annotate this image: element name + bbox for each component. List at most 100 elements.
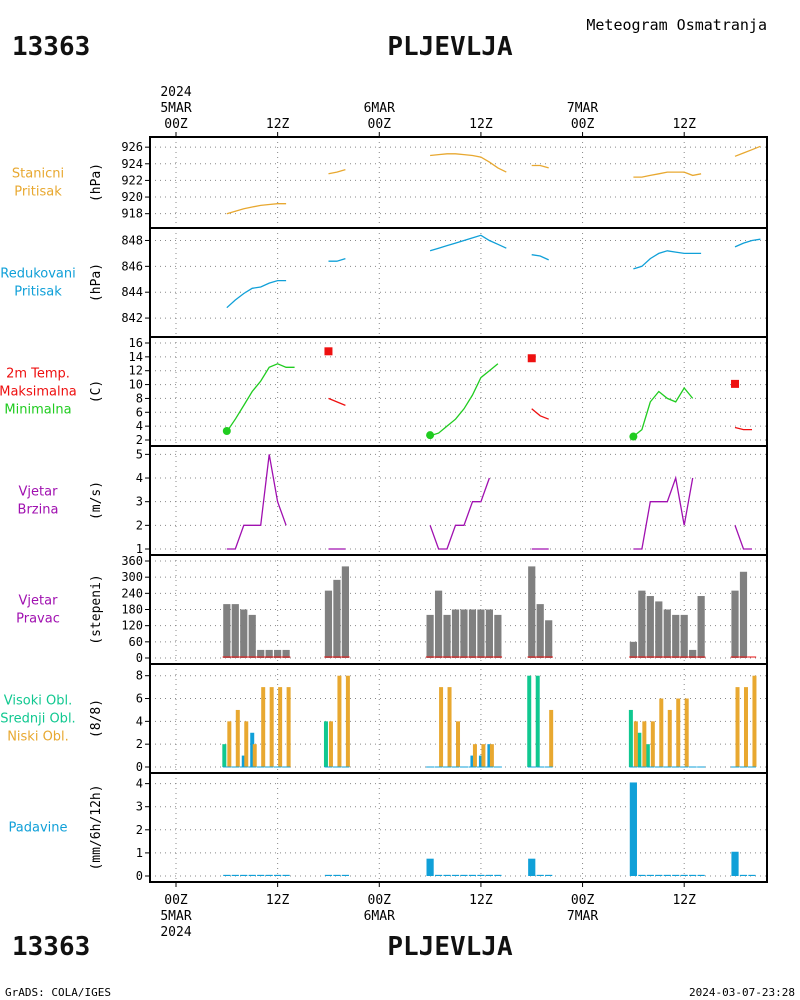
max-temp-marker: [324, 347, 333, 356]
cloud-bar: [323, 721, 328, 767]
cloud-bar: [261, 687, 266, 767]
data-bar: [638, 874, 646, 876]
data-bar: [468, 874, 477, 876]
bottom-time-label: 5MAR: [160, 909, 191, 924]
cloud-bar: [470, 755, 475, 767]
data-bar: [274, 874, 282, 876]
series-line: [734, 238, 761, 248]
cloud-bar: [447, 687, 452, 767]
cloud-bar: [286, 687, 291, 767]
y-tick-label: 4: [136, 471, 143, 485]
y-tick-label: 8: [136, 391, 143, 405]
unit-label: (hPa): [89, 263, 104, 302]
data-bar: [485, 609, 493, 658]
cloud-bar: [535, 675, 540, 767]
cloud-bar: [527, 675, 532, 767]
y-tick-label: 4: [136, 714, 143, 728]
cloud-bar: [735, 687, 740, 767]
bottom-time-label: 12Z: [672, 893, 696, 908]
data-bar: [655, 874, 663, 876]
series-line: [531, 164, 549, 169]
data-bar: [638, 590, 646, 658]
variable-label: Maksimalna: [0, 385, 77, 400]
data-bar: [528, 858, 536, 876]
cloud-bar: [328, 721, 333, 767]
data-bar: [536, 874, 544, 876]
data-bar: [655, 601, 663, 658]
series-line: [531, 408, 549, 420]
unit-label: (C): [89, 380, 104, 403]
panel-pressure_station: 918 920 922 924 926 (hPa) Stanicni Pritisak: [12, 136, 768, 229]
data-bar: [265, 874, 273, 876]
y-tick-label: 6: [136, 405, 143, 419]
unit-label: (hPa): [89, 163, 104, 202]
max-temp-marker: [731, 379, 740, 388]
y-tick-label: 0: [136, 760, 143, 774]
cloud-bar: [637, 732, 642, 767]
unit-label: (stepeni): [89, 574, 104, 644]
series-line: [429, 477, 491, 550]
panel-frame: [149, 136, 768, 229]
cloud-bar: [244, 721, 249, 767]
variable-label: Niski Obl.: [7, 730, 69, 745]
data-bar: [265, 649, 273, 658]
data-bar: [434, 874, 443, 876]
y-tick-label: 2: [136, 518, 143, 532]
series-line: [734, 145, 761, 157]
data-bar: [223, 874, 231, 876]
panels: 918920922924926(hPa)StanicniPritisak8428…: [0, 132, 768, 887]
data-bar: [451, 609, 460, 658]
y-tick-label: 1: [136, 542, 143, 556]
data-bar: [739, 571, 748, 658]
variable-label: Brzina: [18, 503, 59, 518]
data-bar: [536, 604, 544, 658]
variable-label: Pritisak: [14, 185, 62, 200]
panel-wind_speed: 1 2 3 4 5 (m/s) Vjetar Brzina: [18, 445, 768, 556]
data-bar: [240, 874, 248, 876]
variable-label: Stanicni: [12, 167, 64, 182]
y-tick-label: 0: [136, 869, 143, 883]
data-bar: [282, 874, 290, 876]
top-time-label: 00Z: [164, 117, 188, 132]
station-id-bottom: 13363: [12, 932, 90, 962]
series-line: [226, 454, 287, 550]
data-bar: [240, 609, 248, 658]
bottom-time-label: 00Z: [164, 893, 188, 908]
top-time-label: 7MAR: [567, 101, 598, 116]
cloud-bar: [489, 744, 494, 767]
panel-precipitation: 0 1 2 3 4 (mm/6h/12h) Padavine: [9, 772, 768, 883]
data-bar: [257, 874, 265, 876]
bottom-time-label: 00Z: [571, 893, 595, 908]
cloud-bar: [472, 744, 477, 767]
top-time-label: 12Z: [469, 117, 493, 132]
data-bar: [629, 782, 637, 876]
data-bar: [697, 596, 705, 658]
data-bar: [274, 649, 282, 658]
data-bar: [663, 874, 671, 876]
cloud-bar: [752, 675, 757, 767]
variable-label: Vjetar: [19, 485, 59, 500]
data-bar: [324, 590, 333, 658]
cloud-bar: [487, 744, 492, 767]
data-bar: [477, 609, 485, 658]
y-tick-label: 300: [121, 570, 143, 584]
variable-label: 2m Temp.: [6, 367, 70, 382]
data-bar: [739, 874, 748, 876]
y-tick-label: 0: [136, 651, 143, 665]
series-line: [429, 234, 507, 252]
top-time-label: 12Z: [266, 117, 290, 132]
series-line: [633, 250, 702, 270]
cloud-bar: [650, 721, 655, 767]
series-line: [734, 426, 752, 431]
data-bar: [672, 874, 680, 876]
top-time-label: 2024: [160, 85, 191, 100]
series-line: [632, 386, 694, 438]
min-temp-marker: [222, 426, 231, 435]
cloud-bar: [337, 675, 342, 767]
data-bar: [477, 874, 485, 876]
unit-label: (mm/6h/12h): [89, 784, 104, 870]
y-tick-label: 60: [129, 635, 143, 649]
y-tick-label: 844: [121, 285, 143, 299]
